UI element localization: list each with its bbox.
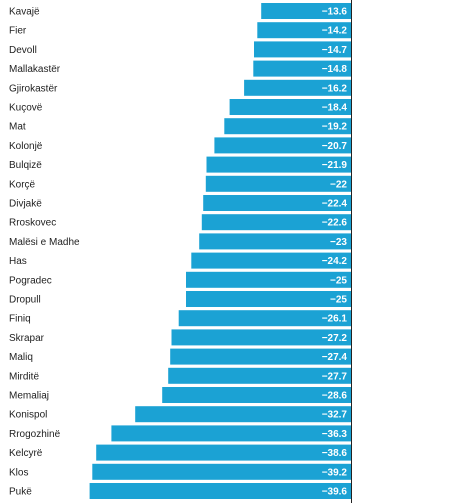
category-label: Maliq xyxy=(9,352,33,363)
bar xyxy=(89,483,351,499)
bar xyxy=(244,79,351,96)
category-label: Kavajë xyxy=(9,7,40,18)
bar xyxy=(229,99,351,115)
bar-value-label: −39.2 xyxy=(322,467,348,478)
bar xyxy=(254,41,351,58)
bar-value-label: −39.6 xyxy=(322,487,348,498)
category-label: Kelcyrë xyxy=(9,448,43,459)
bar-value-label: −22.6 xyxy=(322,218,348,229)
bar-value-label: −27.7 xyxy=(322,371,348,382)
category-label: Mallakastër xyxy=(9,64,61,75)
bar xyxy=(206,156,351,173)
category-label: Finiq xyxy=(9,314,31,325)
category-label: Kolonjë xyxy=(9,141,43,152)
bar xyxy=(253,60,351,77)
category-label: Klos xyxy=(9,467,28,478)
bar xyxy=(201,214,351,231)
bar xyxy=(178,310,351,327)
bar xyxy=(171,329,351,346)
bar-value-label: −13.6 xyxy=(322,7,348,18)
bar-value-label: −20.7 xyxy=(322,141,348,152)
category-label: Dropull xyxy=(9,295,41,306)
bar xyxy=(111,425,352,442)
category-label: Fier xyxy=(9,26,27,37)
category-label: Bulqizë xyxy=(9,160,42,171)
bar-value-label: −36.3 xyxy=(322,429,348,440)
bar-value-label: −26.1 xyxy=(322,314,348,325)
category-label: Skrapar xyxy=(9,333,45,344)
bar-value-label: −32.7 xyxy=(322,410,348,421)
bar-value-label: −25 xyxy=(330,275,347,286)
bar-value-label: −21.9 xyxy=(322,160,348,171)
category-label: Mat xyxy=(9,122,26,133)
category-label: Rroskovec xyxy=(9,218,56,229)
bar xyxy=(203,195,351,211)
category-label: Kuçovë xyxy=(9,103,43,114)
bar xyxy=(205,175,351,192)
category-label: Divjakë xyxy=(9,199,42,210)
bar-value-label: −14.2 xyxy=(322,26,348,37)
bar xyxy=(92,463,352,480)
bar-value-label: −22.4 xyxy=(322,199,348,210)
bar xyxy=(261,3,351,19)
bar-value-label: −18.4 xyxy=(322,103,348,114)
bar-value-label: −24.2 xyxy=(322,256,348,267)
category-label: Memaliaj xyxy=(9,391,49,402)
bar xyxy=(186,291,351,307)
bar xyxy=(162,387,351,403)
bar xyxy=(257,22,351,39)
category-label: Pukë xyxy=(9,487,32,498)
bar-value-label: −23 xyxy=(330,237,347,248)
category-label: Konispol xyxy=(9,410,47,421)
bar xyxy=(191,252,351,269)
category-label: Has xyxy=(9,256,27,267)
bar-value-label: −22 xyxy=(330,179,347,190)
bar-value-label: −27.2 xyxy=(322,333,348,344)
bar-value-label: −14.7 xyxy=(322,45,348,56)
category-labels-layer: Kavajë Fier Devoll Mallakastër Gjirokastër Ku… xyxy=(9,7,80,498)
bar xyxy=(135,406,351,423)
category-label: Pogradec xyxy=(9,275,52,286)
bar xyxy=(199,233,351,250)
bars-layer: −13.6 −14.2 −14.7 −14.8 −16.2 −18.4 −19.2 −20.7… xyxy=(89,3,352,499)
bar xyxy=(186,271,351,288)
bar xyxy=(96,444,351,461)
category-label: Rrogozhinë xyxy=(9,429,61,440)
bar xyxy=(224,118,351,135)
bar-value-label: −14.8 xyxy=(322,64,348,75)
category-label: Korçë xyxy=(9,179,36,190)
bar-value-label: −27.4 xyxy=(322,352,348,363)
category-label: Devoll xyxy=(9,45,37,56)
bar-value-label: −16.2 xyxy=(322,83,348,94)
bar-value-label: −25 xyxy=(330,295,347,306)
bar xyxy=(168,367,351,384)
bar xyxy=(170,348,351,365)
bar-value-label: −19.2 xyxy=(322,122,348,133)
bar-value-label: −38.6 xyxy=(322,448,348,459)
bar-value-label: −28.6 xyxy=(322,391,348,402)
category-label: Malësi e Madhe xyxy=(9,237,80,248)
category-label: Gjirokastër xyxy=(9,83,58,94)
category-label: Mirditë xyxy=(9,371,39,382)
bar xyxy=(214,137,351,154)
